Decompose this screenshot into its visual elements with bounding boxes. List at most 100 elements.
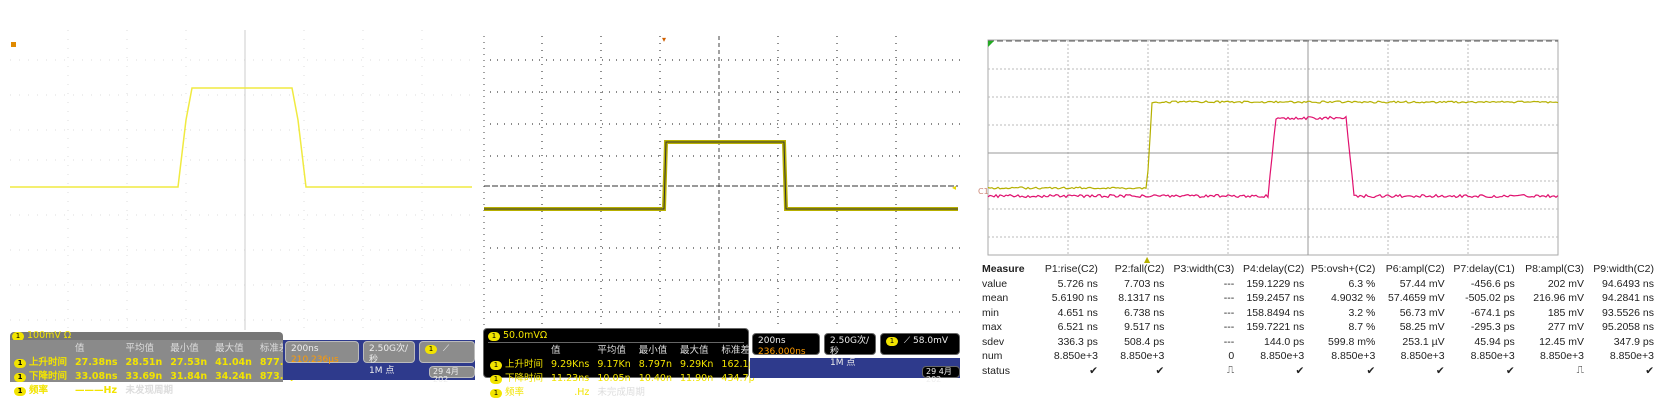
measure-row: max 6.521 ns 9.517 ns --- 159.7221 ns 8.7 % 58… [975,320,1654,335]
measure-cell: ⎍ [1576,364,1585,377]
measure-header: Measure P1:rise(C2) P2:fall(C2) P3:width(C3… [975,262,1654,277]
date-box: 29 4月 202 [922,366,960,384]
measure-cell: 58.25 mV [1399,321,1445,334]
measure-cell: -674.1 ps [1470,306,1515,319]
meas-row-rise: 1 上升时间 27.38ns 28.51n 27.53n 41.04n 877.0p [14,357,303,369]
channel-marker: C1 [978,187,989,196]
meas-row-freq: 1 频率 .Hz 未完成周期 [490,387,761,399]
measure-cell: 216.96 mV [1533,292,1585,305]
measure-cell: 8.7 % [1348,321,1376,334]
trigger-box[interactable]: 1 ⟋ 58.0mV [880,333,960,355]
measure-cell: 4.9032 % [1330,292,1376,305]
acquisition-box[interactable]: 2.50G次/秒 1M 点 [363,341,415,376]
measure-cell: P1:rise(C2) [1044,263,1098,276]
middle-scope-waveform-display: ▾ ◂ [483,35,960,330]
measure-cell: ✔ [1155,364,1165,377]
measure-row: sdev 336.3 ps 508.4 ps --- 144.0 ps 599.8 m% 2… [975,335,1654,350]
measure-cell: 202 mV [1547,277,1585,290]
measure-row: min 4.651 ns 6.738 ns --- 158.8494 ns 3.2 % 56… [975,306,1654,321]
measure-cell: 8.1317 ns [1118,292,1165,305]
measure-cell: 57.44 mV [1399,277,1445,290]
measure-row: value 5.726 ns 7.703 ns --- 159.1229 ns 6.3 %… [975,277,1654,292]
measure-cell: 336.3 ps [1057,335,1098,348]
measure-cell: 508.4 ps [1124,335,1165,348]
measure-cell: 5.726 ns [1057,277,1098,290]
measure-cell: 277 mV [1547,321,1585,334]
acquisition-box[interactable]: 2.50G次/秒 1M 点 [824,333,876,368]
measure-cell: ✔ [1366,364,1376,377]
measure-cell: value [982,277,1008,290]
measure-cell: 45.94 ps [1474,335,1515,348]
ch1-badge: 1 [12,332,24,341]
measure-cell: P2:fall(C2) [1114,263,1165,276]
measure-row: mean 5.6190 ns 8.1317 ns --- 159.2457 ns 4.90… [975,291,1654,306]
measure-cell: P5:ovsh+(C2) [1310,263,1376,276]
measure-cell: -456.6 ps [1470,277,1515,290]
measure-cell: --- [1223,306,1235,319]
measure-cell: ✔ [1295,364,1305,377]
measure-cell: 8.850e+3 [1120,350,1165,363]
measure-cell: 5.6190 ns [1051,292,1098,305]
measure-cell: status [982,364,1011,377]
measure-cell: --- [1223,321,1235,334]
measure-cell: 3.2 % [1348,306,1376,319]
middle-status-bar-bg [750,358,960,378]
measure-cell: 7.703 ns [1124,277,1165,290]
measure-cell: 159.1229 ns [1246,277,1305,290]
middle-measurement-box: 1 50.0mVΩ 值平均值 最小值 最大值 标准差 1 上升时间 9.29Kns 9.17K… [483,328,755,398]
measure-cell: 8.850e+3 [1331,350,1376,363]
measure-cell: --- [1223,292,1235,305]
measure-cell: 94.6493 ns [1602,277,1654,290]
meas-row-freq: 1 频率 ———Hz 未发现周期 [14,385,303,397]
measure-row: num 8.850e+3 8.850e+3 0 8.850e+3 8.850e+3 8.85… [975,349,1654,364]
measure-cell: 94.2841 ns [1602,292,1654,305]
measure-cell: sdev [982,335,1005,348]
measure-cell: ✔ [1435,364,1445,377]
measure-cell: 253.1 µV [1402,335,1445,348]
measure-cell: ⎍ [1226,364,1235,377]
measure-cell: ✔ [1645,364,1654,377]
measure-cell: 599.8 m% [1328,335,1376,348]
measure-row: status ✔ ✔ ⎍ ✔ ✔ ✔ ✔ ⎍ ✔ [975,364,1654,379]
left-measurement-box: 值平均值 最小值 最大值 标准差 1 上升时间 27.38ns 28.51n 27.53n 41… [10,340,297,396]
trigger-marker-icon: ◤ [988,39,995,48]
measure-cell: 9.517 ns [1124,321,1165,334]
meas-row-fall: 1 下降时间 11.23ns 10.05n 10.40n 11.90n 434.7p [490,373,761,385]
measure-cell: -505.02 ps [1465,292,1515,305]
c2-trace [987,100,1559,190]
measure-cell: 6.738 ns [1124,306,1165,319]
measure-cell: 57.4659 mV [1388,292,1445,305]
measure-cell: 93.5526 ns [1602,306,1654,319]
measure-cell: --- [1223,335,1235,348]
date-box: 29 4月 202 [429,366,475,384]
measure-cell: 8.850e+3 [1470,350,1515,363]
measure-cell: 8.850e+3 [1260,350,1305,363]
measure-cell: 8.850e+3 [1400,350,1445,363]
measure-table: Measure P1:rise(C2) P2:fall(C2) P3:width(C3… [975,262,1654,378]
measure-cell: max [982,321,1002,334]
measure-cell: 8.850e+3 [1053,350,1098,363]
channel-scale: 100mV Ω [27,330,72,341]
measure-cell: -295.3 ps [1470,321,1515,334]
measure-cell: mean [982,292,1009,305]
measure-cell: 4.651 ns [1057,306,1098,319]
measure-cell: P6:ampl(C2) [1385,263,1445,276]
measure-cell: P9:width(C2) [1593,263,1654,276]
measure-cell: 56.73 mV [1399,306,1445,319]
trigger-level-icon: ◂ [952,183,956,192]
measure-cell: min [982,306,999,319]
measure-cell: 158.8494 ns [1246,306,1305,319]
left-scope-waveform-display [10,30,475,330]
measure-cell: ✔ [1505,364,1515,377]
measure-cell: 12.45 mV [1539,335,1585,348]
timebase-box[interactable]: 200ns 236.000ns [752,333,820,357]
measure-cell: 8.850e+3 [1539,350,1585,363]
trigger-position-icon: ▾ [662,35,666,44]
left-status-bar: 200ns 210.236μs 2.50G次/秒 1M 点 1 ⟋ 29 4月 20… [283,340,475,384]
timebase-box[interactable]: 200ns 210.236μs [285,341,359,365]
measure-cell: P7:delay(C1) [1453,263,1515,276]
meas-row-rise: 1 上升时间 9.29Kns 9.17Kn 8.797n 9.29Kn 162.1p [490,359,761,371]
trigger-box[interactable]: 1 ⟋ [419,341,475,363]
cursor-marker-icon: ▲ [1144,255,1151,264]
